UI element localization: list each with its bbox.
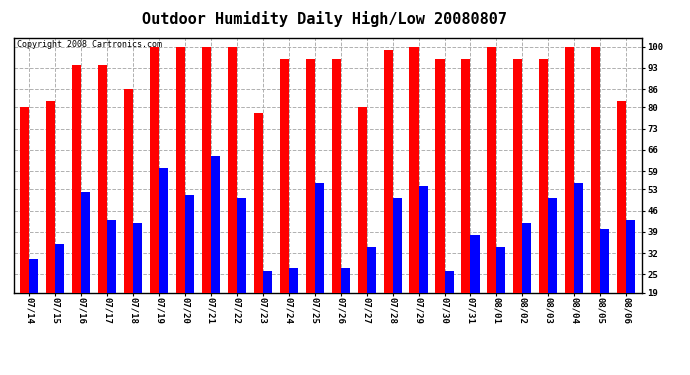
Text: Copyright 2008 Cartronics.com: Copyright 2008 Cartronics.com bbox=[17, 40, 162, 49]
Bar bbox=[600, 229, 609, 350]
Bar bbox=[254, 113, 263, 350]
Bar bbox=[107, 220, 117, 350]
Bar bbox=[20, 107, 30, 350]
Text: Outdoor Humidity Daily High/Low 20080807: Outdoor Humidity Daily High/Low 20080807 bbox=[142, 11, 506, 27]
Bar bbox=[513, 59, 522, 350]
Bar bbox=[332, 59, 341, 350]
Bar bbox=[98, 65, 107, 350]
Bar bbox=[202, 46, 211, 350]
Bar bbox=[419, 186, 428, 350]
Bar bbox=[462, 59, 471, 350]
Bar bbox=[539, 59, 549, 350]
Bar bbox=[565, 46, 574, 350]
Bar bbox=[306, 59, 315, 350]
Bar bbox=[30, 259, 39, 350]
Bar bbox=[176, 46, 185, 350]
Bar bbox=[228, 46, 237, 350]
Bar bbox=[393, 198, 402, 350]
Bar bbox=[444, 271, 453, 350]
Bar bbox=[626, 220, 635, 350]
Bar bbox=[435, 59, 444, 350]
Bar bbox=[341, 268, 350, 350]
Bar bbox=[487, 46, 496, 350]
Bar bbox=[133, 223, 142, 350]
Bar bbox=[237, 198, 246, 350]
Bar bbox=[185, 195, 194, 350]
Bar bbox=[522, 223, 531, 350]
Bar bbox=[617, 101, 626, 350]
Bar bbox=[124, 89, 133, 350]
Bar bbox=[46, 101, 55, 350]
Bar bbox=[549, 198, 558, 350]
Bar bbox=[72, 65, 81, 350]
Bar bbox=[496, 247, 506, 350]
Bar bbox=[81, 192, 90, 350]
Bar bbox=[150, 46, 159, 350]
Bar bbox=[289, 268, 298, 350]
Bar bbox=[574, 183, 583, 350]
Bar bbox=[263, 271, 272, 350]
Bar bbox=[315, 183, 324, 350]
Bar bbox=[366, 247, 376, 350]
Bar bbox=[471, 235, 480, 350]
Bar bbox=[55, 244, 64, 350]
Bar bbox=[357, 107, 366, 350]
Bar bbox=[211, 156, 220, 350]
Bar bbox=[159, 168, 168, 350]
Bar bbox=[279, 59, 289, 350]
Bar bbox=[591, 46, 600, 350]
Bar bbox=[409, 46, 419, 350]
Bar bbox=[384, 50, 393, 350]
